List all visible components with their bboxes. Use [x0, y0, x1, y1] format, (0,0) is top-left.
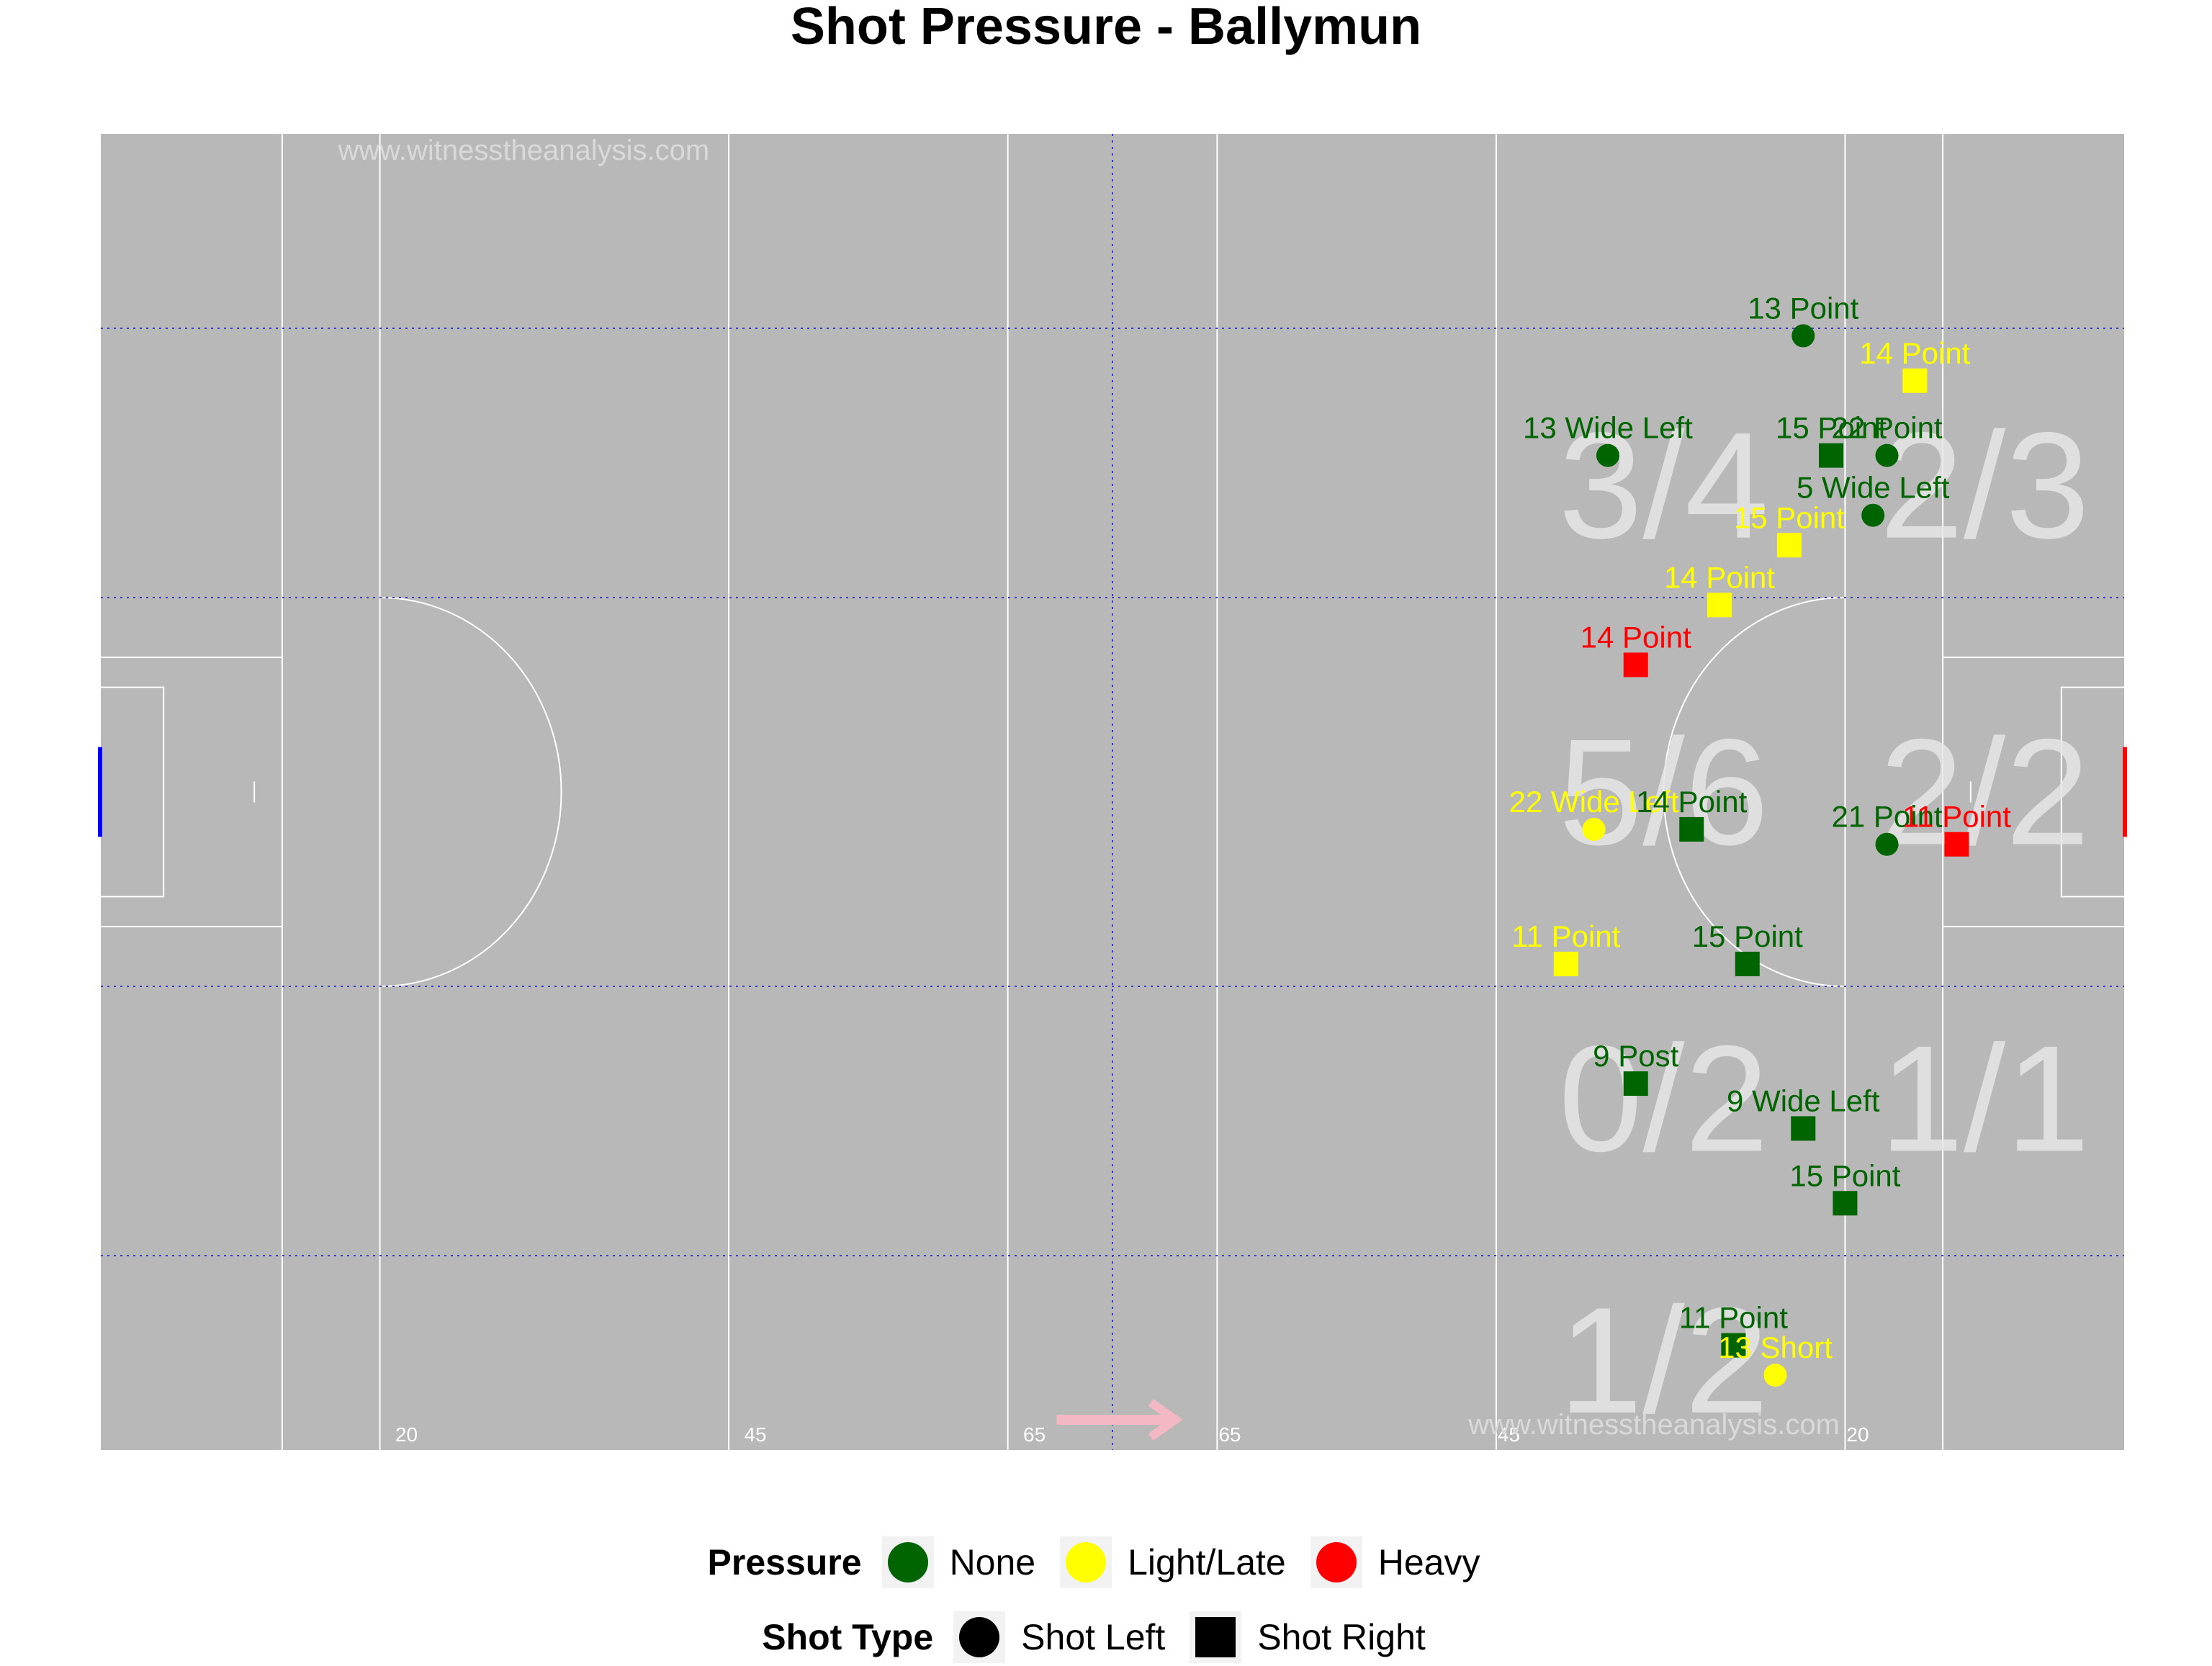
- shot-point: [1875, 443, 1899, 467]
- legend-heavy-swatch: [1316, 1542, 1357, 1582]
- zone-score-label: 1/2: [1559, 1276, 1769, 1445]
- zone-score-label: 2/3: [1879, 401, 2090, 570]
- shot-label: 13 Wide Left: [1523, 411, 1693, 445]
- legend-shot-right-label: Shot Right: [1257, 1617, 1426, 1657]
- legend-square-swatch: [1195, 1617, 1236, 1657]
- zone-score-label: 1/1: [1879, 1014, 2090, 1183]
- shot-label: 21 Point: [1831, 800, 1942, 834]
- legend-none-label: None: [949, 1542, 1036, 1582]
- shot-label: 22 Point: [1831, 411, 1942, 445]
- legend-item-shot-left: Shot Left: [953, 1611, 1165, 1663]
- shot-label: 15 Point: [1776, 411, 1887, 445]
- shot-label: 11 Point: [1679, 1301, 1788, 1335]
- distance-label: 65: [1218, 1423, 1241, 1446]
- shot-point: [1553, 951, 1578, 976]
- small-rectangle-left: [101, 686, 165, 898]
- shot-point: [1735, 951, 1760, 976]
- semicircle-right: [1663, 596, 1845, 988]
- shot-point: [1623, 652, 1648, 677]
- distance-label: 65: [1023, 1423, 1046, 1446]
- shot-label: 11 Point: [1511, 919, 1620, 953]
- legend-light-label: Light/Late: [1128, 1542, 1286, 1582]
- semicircle-left: [379, 596, 562, 988]
- large-rectangle-left: [101, 657, 283, 927]
- goal-right: [2123, 747, 2127, 837]
- direction-arrow-head: [1148, 1399, 1183, 1441]
- shot-point: [1582, 817, 1606, 841]
- goal-left: [98, 747, 102, 837]
- distance-label: 20: [395, 1423, 418, 1446]
- zone-score-label: 3/4: [1559, 401, 1769, 570]
- pressure-legend: Pressure None Light/Late Heavy: [0, 1534, 2212, 1591]
- shot-point: [1902, 368, 1928, 393]
- shot-point: [1791, 324, 1815, 348]
- distance-label: 20: [1846, 1423, 1869, 1446]
- shot-label: 14 Point: [1636, 785, 1747, 819]
- pitch-background: [101, 134, 2124, 1450]
- shot-point: [1944, 832, 1969, 857]
- shot-point: [1679, 816, 1704, 842]
- shot-point: [1861, 503, 1885, 527]
- legend-light-swatch: [1066, 1542, 1107, 1582]
- shot-point: [1763, 1364, 1787, 1387]
- zone-score-label: 0/2: [1559, 1014, 1769, 1183]
- distance-label: 45: [1498, 1423, 1520, 1446]
- legend-circle-swatch: [959, 1617, 1000, 1657]
- watermark: www.witnesstheanalysis.com: [1467, 1409, 1840, 1441]
- shot-point: [1776, 533, 1802, 558]
- shot-point: [1721, 1333, 1746, 1358]
- small-rectangle-right: [2060, 686, 2124, 898]
- shot-type-legend-title: Shot Type: [762, 1617, 934, 1657]
- legend-item-heavy: Heavy: [1310, 1536, 1480, 1588]
- shot-label: 5 Wide Left: [1797, 471, 1950, 505]
- legend-item-none: None: [881, 1536, 1036, 1588]
- shot-point: [1791, 1116, 1816, 1141]
- shot-label: 11 Point: [1902, 800, 2011, 834]
- legend-item-light: Light/Late: [1060, 1536, 1286, 1588]
- shot-point: [1623, 1071, 1648, 1097]
- shot-label: 14 Point: [1859, 336, 1970, 370]
- shot-point: [1707, 593, 1732, 618]
- shot-label: 9 Post: [1593, 1039, 1678, 1073]
- shot-label: 15 Point: [1692, 919, 1803, 953]
- shot-label: 14 Point: [1664, 560, 1775, 594]
- shot-label: 13 Point: [1748, 291, 1858, 325]
- pressure-legend-title: Pressure: [707, 1542, 862, 1582]
- shot-type-legend: Shot Type Shot Left Shot Right: [0, 1608, 2212, 1666]
- shot-label: 15 Point: [1734, 500, 1845, 534]
- large-rectangle-right: [1942, 657, 2124, 927]
- shot-label: 13 Short: [1718, 1330, 1833, 1364]
- watermark: www.witnesstheanalysis.com: [337, 135, 709, 166]
- legend-item-shot-right: Shot Right: [1190, 1611, 1426, 1663]
- shot-label: 14 Point: [1581, 620, 1691, 654]
- distance-label: 45: [744, 1423, 766, 1446]
- shot-label: 9 Wide Left: [1727, 1084, 1880, 1117]
- chart-title: Shot Pressure - Ballymun: [790, 0, 1422, 55]
- zone-score-label: 5/6: [1559, 708, 1769, 877]
- shot-point: [1819, 443, 1844, 468]
- shot-point: [1875, 832, 1899, 856]
- legend-none-swatch: [887, 1542, 928, 1582]
- zone-score-label: 2/2: [1879, 708, 2090, 877]
- shot-point: [1833, 1191, 1858, 1216]
- shot-point: [1596, 443, 1619, 467]
- shot-label: 22 Wide Left: [1509, 785, 1679, 819]
- legend-heavy-label: Heavy: [1377, 1542, 1480, 1582]
- shot-label: 15 Point: [1789, 1158, 1900, 1192]
- legend-shot-left-label: Shot Left: [1021, 1617, 1166, 1657]
